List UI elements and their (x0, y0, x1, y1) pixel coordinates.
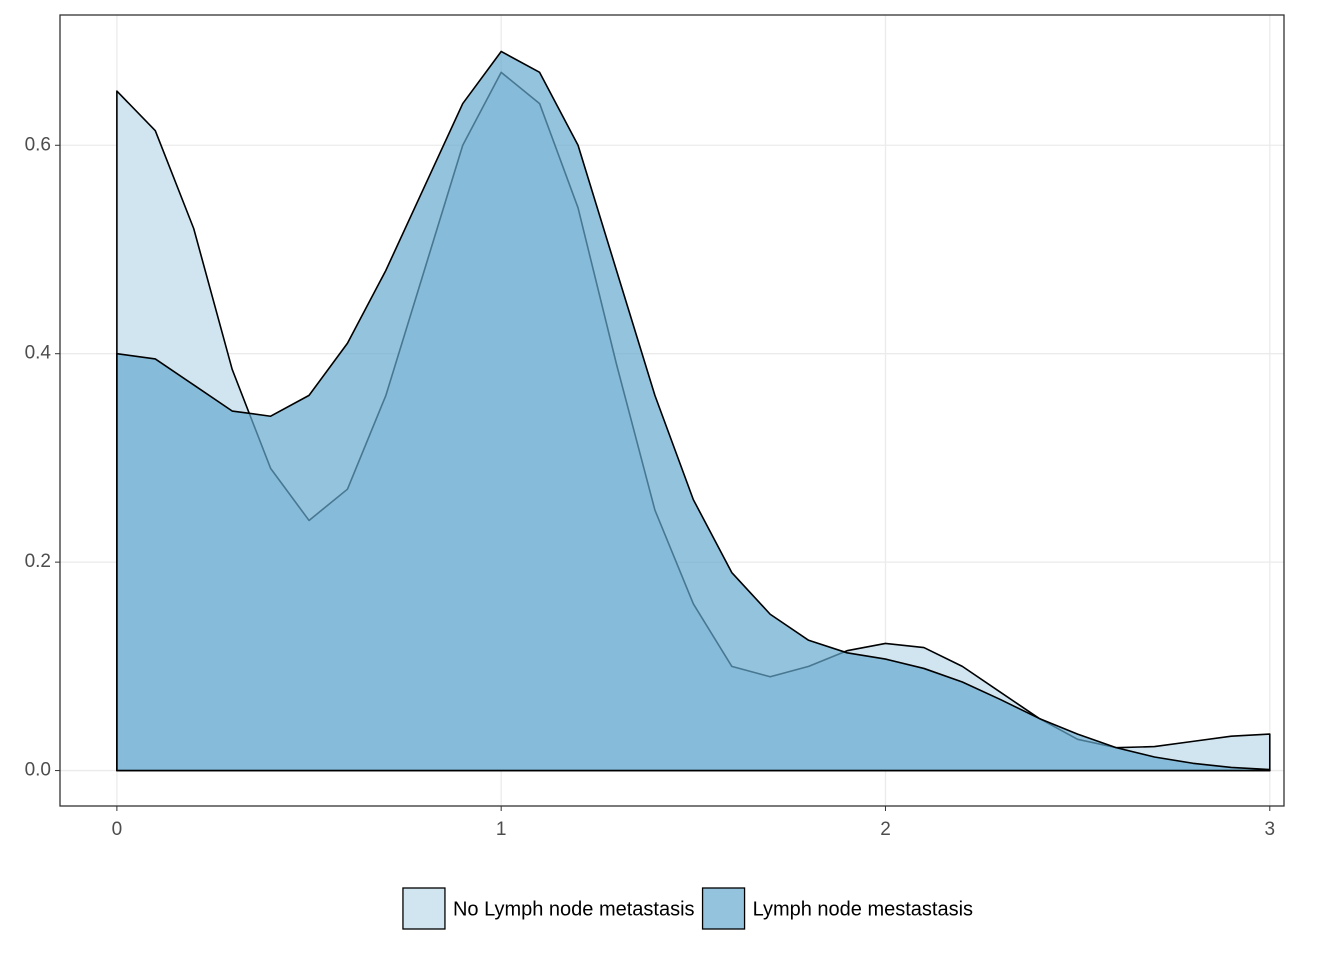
legend-label: Lymph node mestastasis (753, 898, 973, 920)
density-area (116, 50, 1271, 772)
legend: No Lymph node metastasis Lymph node mesta… (402, 887, 973, 930)
x-tick-label: 3 (1264, 819, 1275, 840)
legend-key (701, 887, 746, 930)
x-tick-label: 1 (496, 819, 507, 840)
y-tick-label: 0.4 (25, 343, 52, 364)
legend-label: No Lymph node metastasis (453, 898, 695, 920)
y-tick-label: 0.6 (25, 134, 51, 155)
y-tick-label: 0.0 (25, 760, 51, 781)
legend-key (402, 887, 446, 930)
x-tick-label: 0 (112, 819, 123, 840)
panel-border (59, 14, 1285, 807)
y-tick-label: 0.2 (25, 551, 51, 572)
x-tick-label: 2 (880, 819, 891, 840)
